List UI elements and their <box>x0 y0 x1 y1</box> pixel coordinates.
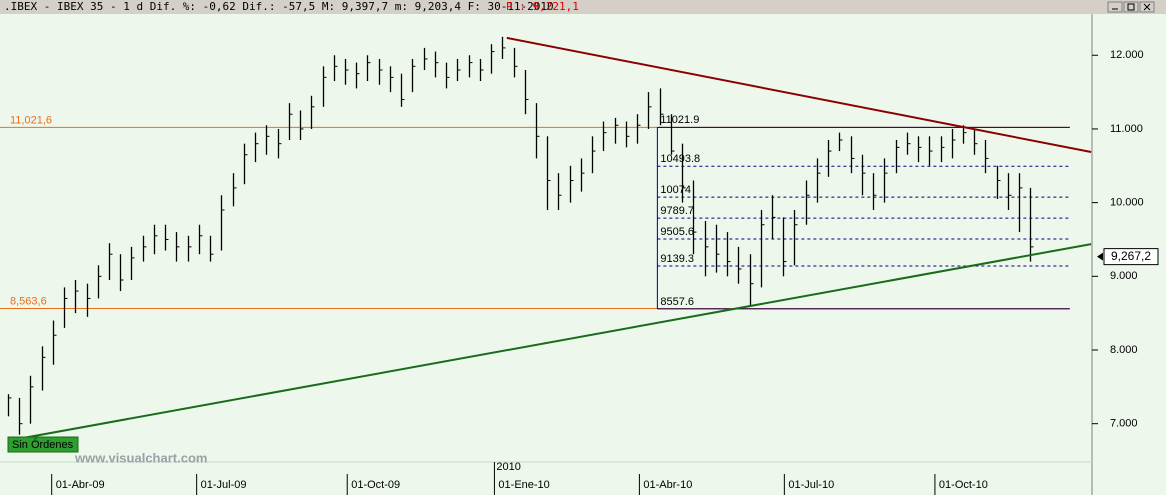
last-price-box <box>1103 248 1159 266</box>
y-tick-label: 9.000 <box>1110 270 1138 282</box>
x-tick-label: 01-Ene-10 <box>498 479 549 491</box>
header-text: .IBEX - IBEX 35 - 1 d Dif. %: -0,62 Dif.… <box>4 0 554 13</box>
x-tick-label: 01-Abr-10 <box>643 479 692 491</box>
y-tick-label: 7.000 <box>1110 418 1138 430</box>
maximize-icon <box>1127 3 1135 11</box>
maximize-button[interactable] <box>1123 1 1139 13</box>
minimize-button[interactable] <box>1107 1 1123 13</box>
status-box <box>7 436 79 453</box>
x-tick-label: 01-Abr-09 <box>56 479 105 491</box>
close-icon <box>1143 3 1151 11</box>
status-label: Sin Órdenes <box>12 438 74 451</box>
level-label: 8,563,6 <box>10 295 47 307</box>
trendline <box>9 243 1092 442</box>
x-tick-label: 01-Oct-09 <box>351 479 400 491</box>
x-tick-label: 01-Jul-10 <box>788 479 834 491</box>
y-tick-label: 8.000 <box>1110 344 1138 356</box>
fib-label: 10493.8 <box>660 153 700 165</box>
plot: 7.000 8.000 9.000 10.000 11.000 12.000 01-Abr-… <box>0 36 1159 495</box>
fib-label: 10074 <box>660 184 691 196</box>
last-price-label: 9,267,2 <box>1111 249 1151 263</box>
watermark: www.visualchart.com <box>74 450 207 465</box>
y-tick-label: 12.000 <box>1110 49 1144 61</box>
fib-label: 9139.3 <box>660 253 694 265</box>
fib-label: 9789.7 <box>660 205 694 217</box>
y-tick-label: 11.000 <box>1110 123 1143 135</box>
fib-label: 11021.9 <box>660 114 699 126</box>
trendline <box>506 36 1092 153</box>
level-label: 11,021,6 <box>10 114 52 126</box>
header-price: P : 9,221,1 <box>506 0 579 13</box>
year-label: 2010 <box>496 461 520 473</box>
y-tick-label: 10.000 <box>1110 197 1144 209</box>
x-tick-label: 01-Oct-10 <box>939 479 988 491</box>
last-price-arrow <box>1097 252 1103 261</box>
window-buttons[interactable] <box>1107 1 1155 13</box>
x-tick-label: 01-Jul-09 <box>201 479 247 491</box>
title-bar <box>0 0 1166 14</box>
fib-label: 8557.6 <box>660 296 694 308</box>
fib-label: 9505.6 <box>660 226 694 238</box>
